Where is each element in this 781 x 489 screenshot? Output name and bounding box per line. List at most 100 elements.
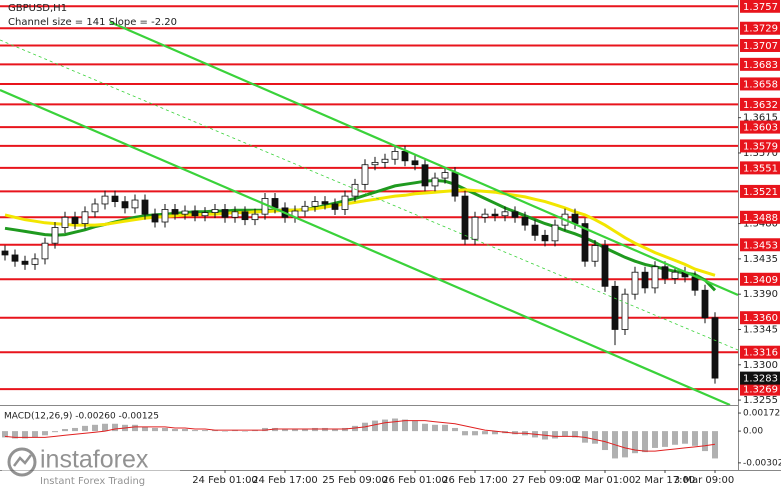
candle-body	[91, 203, 99, 213]
candle-body	[181, 210, 189, 215]
candle-body	[31, 258, 39, 265]
level-label-bg	[740, 120, 780, 134]
level-label: 1.3707	[743, 41, 778, 52]
candle-body	[331, 203, 339, 210]
candle-body	[361, 164, 369, 185]
x-tick-label: 26 Feb 01:00	[382, 475, 448, 486]
candle-body	[601, 245, 609, 287]
candle-body	[241, 211, 249, 221]
channel-line	[0, 88, 731, 407]
candle-body	[451, 172, 459, 197]
y-tick-label: 1.3615	[743, 113, 778, 124]
y-tick-label: 0.00172	[743, 409, 780, 419]
level-label: 1.3269	[743, 385, 778, 396]
candle-body	[271, 198, 279, 209]
level-label: 1.3603	[743, 123, 778, 134]
candle-body	[581, 223, 589, 262]
macd-bar	[622, 431, 628, 458]
macd-bar	[372, 420, 378, 432]
macd-bar	[632, 431, 638, 454]
macd-bar	[112, 423, 118, 432]
macd-bar	[192, 430, 198, 432]
macd-bar	[272, 427, 278, 432]
candle-body	[441, 172, 449, 179]
brand-tagline: Instant Forex Trading	[40, 476, 145, 487]
macd-bar	[482, 431, 488, 435]
level-label-bg	[740, 57, 780, 71]
candle-body	[401, 151, 409, 162]
level-label: 1.3521	[743, 187, 778, 198]
candle-body	[411, 160, 419, 166]
candle-body	[551, 224, 559, 242]
level-label-bg	[740, 345, 780, 359]
macd-bar	[312, 427, 318, 432]
channel-mid-line	[0, 39, 739, 351]
candle-body	[81, 211, 89, 224]
level-label-bg	[740, 238, 780, 252]
candle-body	[171, 209, 179, 215]
macd-bar	[682, 431, 688, 444]
candle-body	[651, 266, 659, 289]
candle-body	[51, 227, 59, 244]
candle-body	[531, 224, 539, 236]
macd-bar	[512, 431, 518, 435]
candle-body	[371, 161, 379, 166]
macd-bar	[662, 431, 668, 447]
last-price-bg	[740, 371, 780, 385]
candle-body	[111, 195, 119, 203]
x-tick-label: 24 Feb 01:00	[192, 475, 258, 486]
macd-bar	[82, 425, 88, 432]
macd-bar	[652, 431, 658, 448]
level-label: 1.3658	[743, 79, 778, 90]
candle-body	[121, 201, 129, 209]
macd-bar	[182, 429, 188, 432]
watermark: instaforex Instant Forex Trading	[2, 444, 180, 488]
x-tick-label: 2 Mar 01:00	[575, 475, 635, 486]
candle-body	[191, 210, 199, 217]
macd-bar	[552, 431, 558, 439]
level-label-bg	[740, 311, 780, 325]
macd-bar	[392, 418, 398, 432]
macd-bar	[262, 427, 268, 432]
macd-bar	[462, 431, 468, 436]
y-tick-label: 1.3345	[743, 324, 778, 335]
macd-bar	[472, 431, 478, 436]
level-label: 1.3729	[743, 24, 778, 35]
level-label-bg	[740, 161, 780, 175]
brand-name: instaforex	[40, 446, 149, 474]
candle-body	[711, 317, 719, 379]
candle-body	[691, 276, 699, 291]
candle-body	[421, 164, 429, 187]
macd-bar	[202, 430, 208, 432]
x-tick-label: 25 Feb 09:00	[322, 475, 388, 486]
macd-bar	[92, 424, 98, 432]
level-label: 1.3360	[743, 313, 778, 324]
level-label-bg	[740, 184, 780, 198]
macd-bar	[592, 431, 598, 444]
macd-bar	[322, 427, 328, 432]
x-tick-label: 24 Feb 17:00	[252, 475, 318, 486]
macd-bar	[432, 424, 438, 432]
level-label: 1.3757	[743, 2, 778, 13]
candle-body	[381, 158, 389, 163]
candle-body	[671, 271, 679, 279]
candle-body	[201, 212, 209, 217]
macd-bar	[492, 431, 498, 435]
candle-body	[311, 201, 319, 207]
level-label-bg	[740, 382, 780, 396]
macd-bar	[62, 429, 68, 432]
candle-body	[661, 266, 669, 279]
macd-bar	[412, 420, 418, 432]
candle-body	[431, 177, 439, 187]
candle-body	[251, 213, 259, 221]
candle-body	[481, 213, 489, 218]
candle-body	[351, 183, 359, 197]
level-label: 1.3551	[743, 163, 778, 174]
candle-body	[161, 209, 169, 223]
macd-bar	[52, 431, 58, 433]
chart-title: GBPUSD,H1	[8, 3, 67, 14]
candle-body	[101, 195, 109, 205]
macd-bar	[292, 429, 298, 432]
level-label-bg	[740, 0, 780, 13]
